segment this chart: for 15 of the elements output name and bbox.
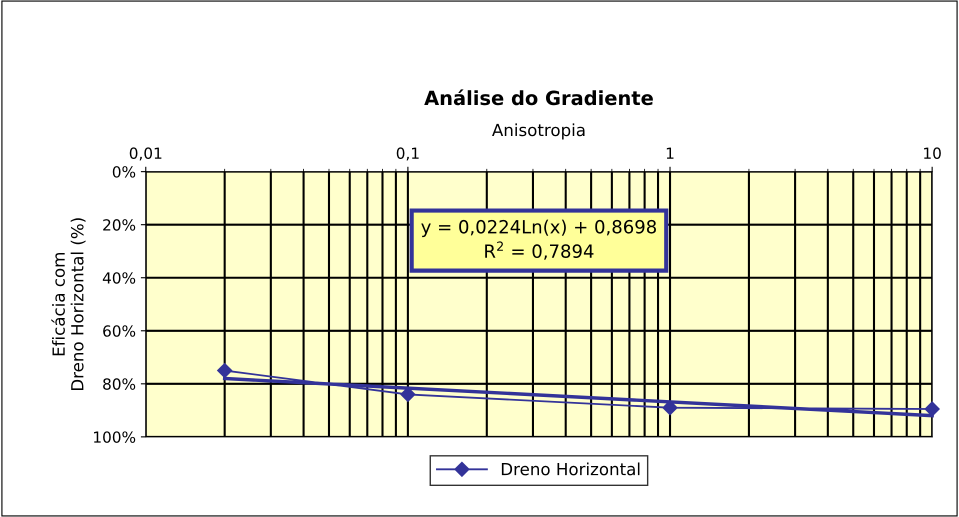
y-tick-label: 100%	[94, 431, 136, 443]
x-axis-title: Anisotropia	[492, 123, 584, 140]
x-tick-label: 0,1	[396, 147, 419, 161]
y-tick-label: 20%	[103, 219, 136, 231]
legend-label: Dreno Horizontal	[502, 462, 640, 476]
chart-title: Análise do Gradiente	[424, 89, 653, 106]
y-axis-title: Eficácia com Dreno Horizontal (%)	[51, 218, 86, 390]
x-tick-label: 0,01	[130, 147, 162, 161]
y-tick-label: 60%	[103, 325, 136, 337]
y-tick-label: 0%	[112, 166, 136, 178]
x-tick-label: 1	[666, 148, 674, 159]
y-tick-label: 40%	[102, 272, 136, 284]
x-tick-label: 10	[924, 147, 941, 159]
y-tick-label: 80%	[103, 378, 136, 390]
annotation: y = 0,0224Ln(x) + 0,8698 R$^{2}$ = 0,7894	[421, 220, 656, 260]
